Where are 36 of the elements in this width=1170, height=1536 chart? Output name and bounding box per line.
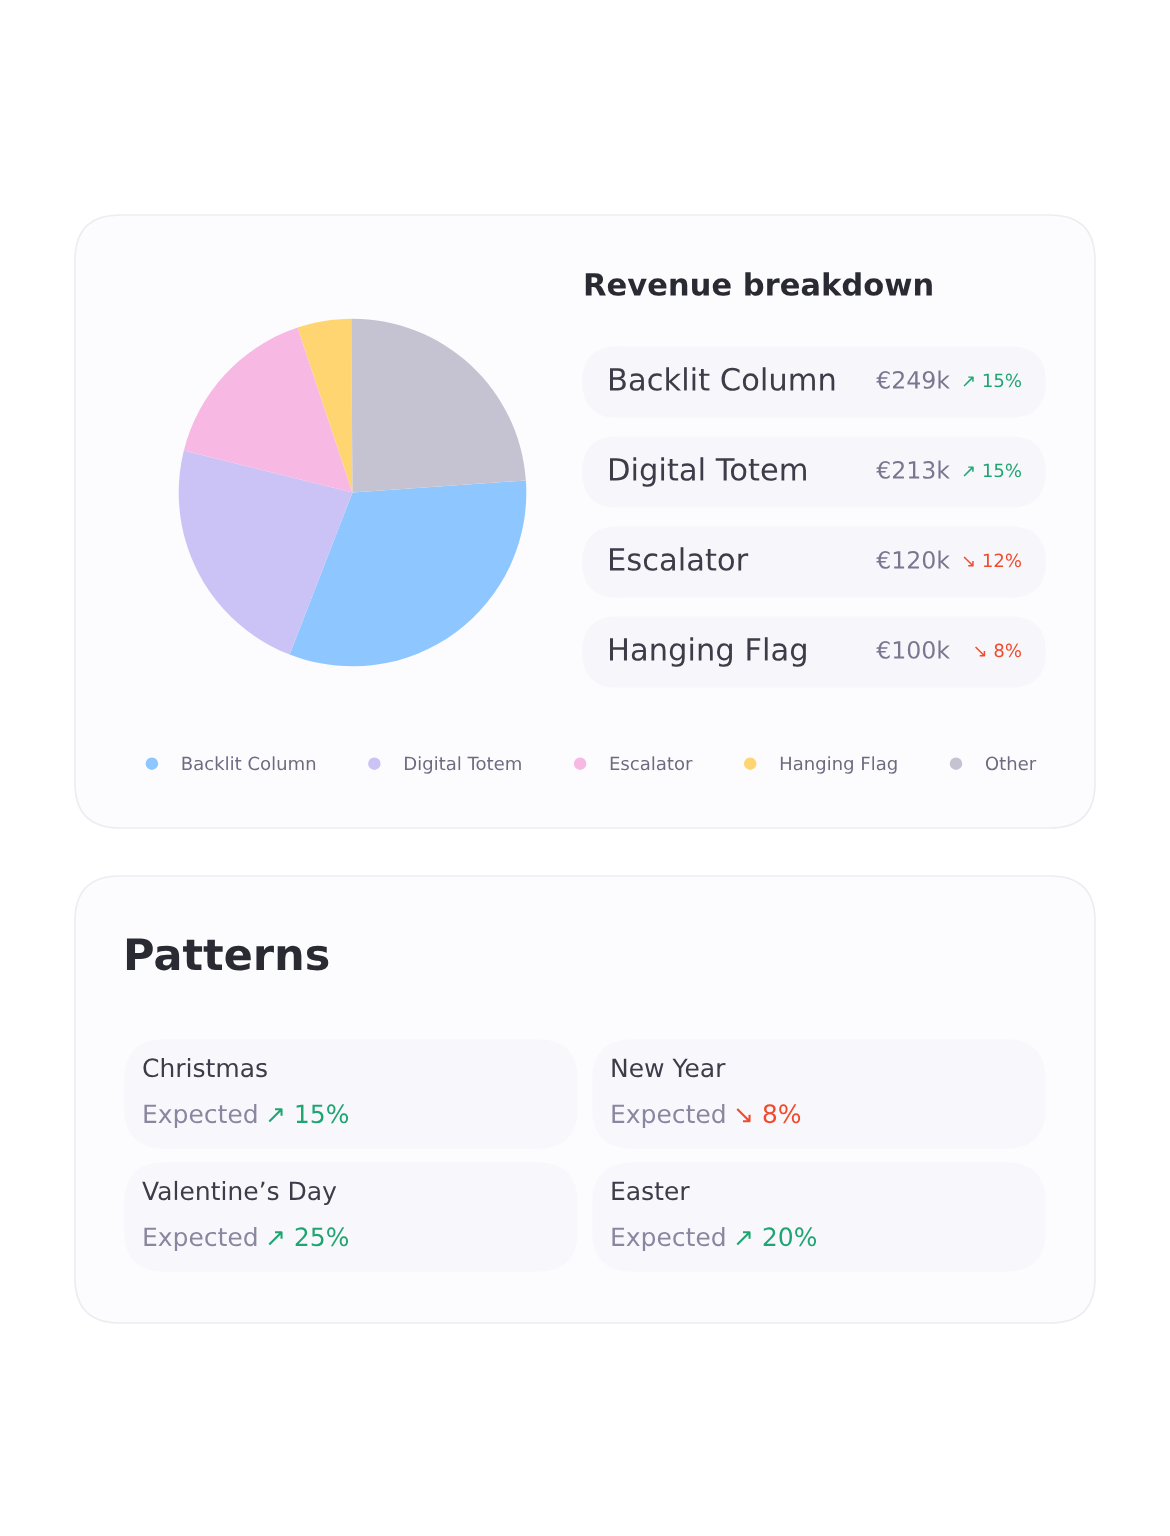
category-label: Hanging Flag (610, 637, 806, 667)
category-label: Escalator (610, 547, 749, 571)
text: €100k (876, 640, 950, 659)
text: ↗ 20% (736, 1227, 817, 1247)
text: Expected (612, 1103, 725, 1129)
legend-label: Escalator (610, 756, 693, 771)
text: €213k (876, 460, 950, 479)
text: Expected (612, 1226, 725, 1252)
text: ↗ 15% (268, 1104, 349, 1124)
text: €120k (876, 550, 950, 569)
text: Revenue breakdown (585, 272, 932, 296)
pie-slice (178, 450, 353, 655)
text: ↗ 25% (268, 1227, 349, 1247)
category-label: Christmas (143, 1057, 267, 1078)
text: ↘ 8% (975, 643, 1021, 658)
text: ↗ 15% (963, 463, 1021, 478)
pie-slice (297, 318, 353, 493)
category-label: Valentine’s Day (142, 1180, 337, 1206)
text: ↘ 12% (963, 553, 1021, 568)
category-label: Easter (612, 1181, 690, 1201)
legend-label: Hanging Flag (780, 756, 897, 774)
text: ↘ 8% (736, 1104, 801, 1124)
text: Patterns (126, 938, 329, 971)
text: Expected (144, 1103, 257, 1129)
pie-slice (351, 318, 526, 493)
text: Expected (144, 1226, 257, 1252)
category-label: New Year (612, 1058, 726, 1078)
legend-label: Backlit Column (182, 756, 316, 771)
legend-label: Other (985, 756, 1037, 771)
category-label: Backlit Column (610, 367, 835, 391)
pie-slice (289, 480, 527, 667)
category-label: Digital Totem (610, 457, 806, 487)
pie-slice (183, 327, 353, 493)
legend-label: Digital Totem (405, 756, 521, 774)
text: €249k (876, 370, 950, 389)
text: ↗ 15% (963, 373, 1021, 388)
